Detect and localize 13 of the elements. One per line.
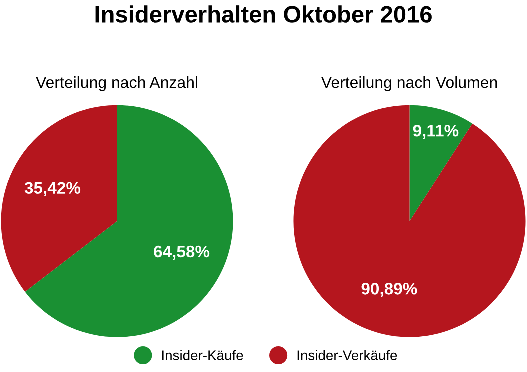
data-label: 64,58% (154, 246, 210, 260)
chart-title: Insiderverhalten Oktober 2016 (96, 6, 432, 23)
legend-label: Insider-Verkäufe (298, 350, 398, 360)
chart-subtitle: Verteilung nach Volumen (321, 76, 498, 92)
data-label: 9,11% (413, 124, 459, 140)
pie-slice (25, 105, 234, 338)
pie-slice (1, 105, 118, 292)
pie-slice (410, 105, 473, 222)
data-label: 35,42% (24, 182, 81, 196)
chart-subtitle: Verteilung nach Anzahl (36, 76, 198, 92)
data-label: 90,89% (362, 283, 418, 298)
legend-label: Insider-Käufe (162, 350, 244, 360)
pie-slice (294, 105, 526, 338)
